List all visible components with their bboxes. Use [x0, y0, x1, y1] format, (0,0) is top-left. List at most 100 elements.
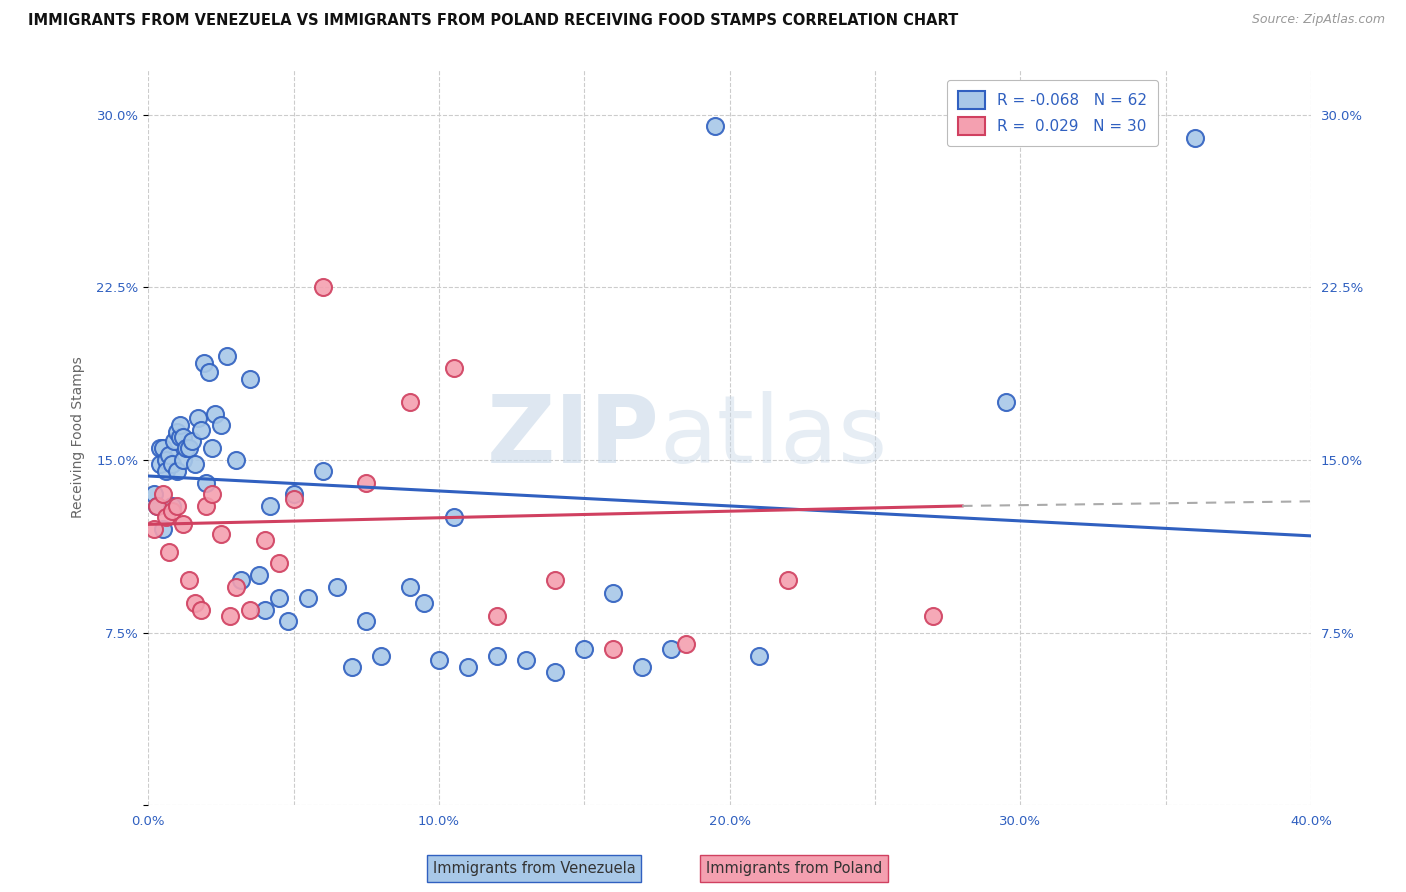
Point [143, 522, 166, 536]
Point [160, 499, 183, 513]
Point [399, 395, 422, 409]
Point [177, 442, 200, 456]
Point [515, 653, 537, 667]
Text: IMMIGRANTS FROM VENEZUELA VS IMMIGRANTS FROM POLAND RECEIVING FOOD STAMPS CORREL: IMMIGRANTS FROM VENEZUELA VS IMMIGRANTS … [28, 13, 959, 29]
Point [152, 487, 174, 501]
Point [190, 423, 212, 437]
Point [277, 614, 299, 628]
Point [486, 609, 509, 624]
Point [457, 660, 479, 674]
Point [253, 602, 276, 616]
Point [259, 499, 281, 513]
Point [190, 602, 212, 616]
Text: Immigrants from Venezuela: Immigrants from Venezuela [433, 861, 636, 876]
Point [326, 580, 349, 594]
Point [370, 648, 392, 663]
Point [602, 586, 624, 600]
Point [184, 458, 207, 472]
Point [166, 499, 188, 513]
Point [177, 573, 200, 587]
Point [661, 641, 683, 656]
Point [209, 526, 232, 541]
Point [312, 280, 335, 294]
Point [152, 442, 174, 456]
Point [201, 487, 224, 501]
Point [631, 660, 654, 674]
Point [544, 665, 567, 679]
Point [297, 591, 319, 605]
Point [149, 442, 172, 456]
Point [169, 430, 191, 444]
Point [209, 418, 232, 433]
Point [160, 503, 183, 517]
Point [193, 356, 215, 370]
Point [225, 453, 247, 467]
Point [283, 491, 305, 506]
Point [201, 442, 224, 456]
Text: atlas: atlas [659, 391, 889, 483]
Point [544, 573, 567, 587]
Point [312, 464, 335, 478]
Point [399, 580, 422, 594]
Point [152, 522, 174, 536]
Text: Immigrants from Poland: Immigrants from Poland [706, 861, 883, 876]
Point [427, 653, 450, 667]
Point [269, 557, 291, 571]
Point [149, 458, 172, 472]
Point [443, 360, 465, 375]
Point [155, 453, 177, 467]
Point [748, 648, 770, 663]
Point [187, 411, 209, 425]
Point [172, 517, 194, 532]
Point [172, 453, 194, 467]
Point [1184, 130, 1206, 145]
Point [146, 499, 169, 513]
Point [157, 545, 180, 559]
Point [994, 395, 1017, 409]
Point [198, 365, 221, 379]
Point [146, 499, 169, 513]
Legend: R = -0.068   N = 62, R =  0.029   N = 30: R = -0.068 N = 62, R = 0.029 N = 30 [946, 80, 1159, 146]
Text: ZIP: ZIP [486, 391, 659, 483]
Point [181, 434, 204, 449]
Point [356, 614, 378, 628]
Point [169, 418, 191, 433]
Point [253, 533, 276, 548]
Point [239, 372, 262, 386]
Point [922, 609, 945, 624]
Point [155, 464, 177, 478]
Point [231, 573, 253, 587]
Point [413, 596, 436, 610]
Y-axis label: Receiving Food Stamps: Receiving Food Stamps [72, 356, 86, 517]
Point [195, 475, 218, 490]
Point [247, 568, 270, 582]
Point [218, 609, 240, 624]
Point [283, 487, 305, 501]
Point [163, 434, 186, 449]
Point [340, 660, 363, 674]
Point [675, 637, 697, 651]
Point [704, 119, 727, 133]
Point [239, 602, 262, 616]
Point [602, 641, 624, 656]
Point [195, 499, 218, 513]
Point [486, 648, 509, 663]
Point [269, 591, 291, 605]
Point [776, 573, 799, 587]
Point [143, 487, 166, 501]
Point [166, 425, 188, 440]
Point [184, 596, 207, 610]
Point [215, 349, 238, 363]
Point [157, 448, 180, 462]
Point [574, 641, 596, 656]
Point [225, 580, 247, 594]
Point [166, 464, 188, 478]
Point [204, 407, 226, 421]
Point [356, 475, 378, 490]
Point [155, 510, 177, 524]
Point [174, 442, 197, 456]
Point [443, 510, 465, 524]
Text: Source: ZipAtlas.com: Source: ZipAtlas.com [1251, 13, 1385, 27]
Point [172, 430, 194, 444]
Point [160, 458, 183, 472]
